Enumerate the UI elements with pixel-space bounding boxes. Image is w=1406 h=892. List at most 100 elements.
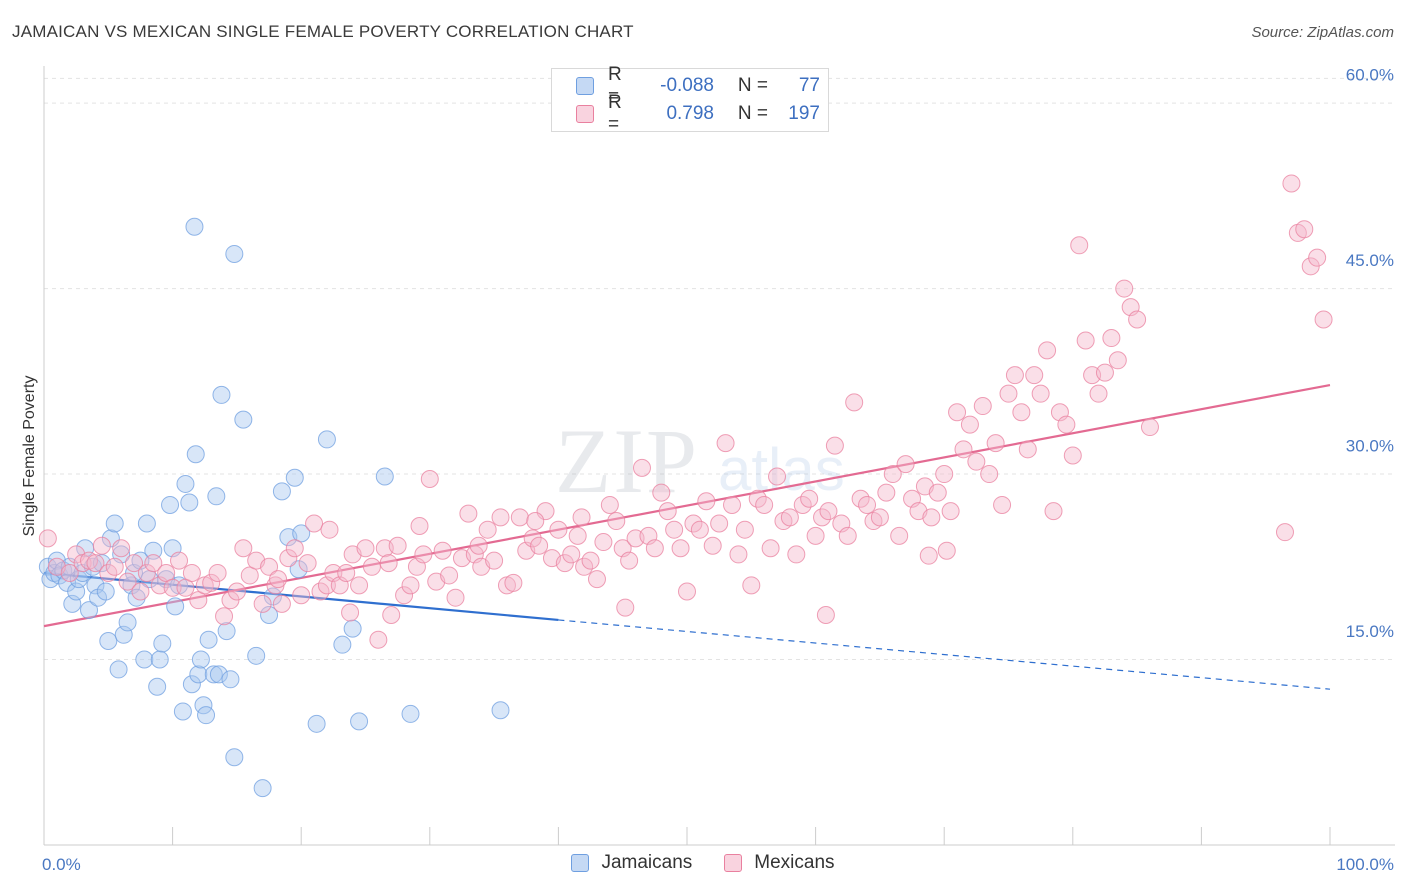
data-point bbox=[150, 650, 169, 669]
legend-r-label: R = bbox=[608, 64, 622, 107]
data-point bbox=[292, 524, 311, 543]
data-point bbox=[292, 586, 311, 605]
data-point bbox=[253, 594, 272, 613]
data-point bbox=[401, 704, 420, 723]
watermark-zip: ZIP bbox=[555, 410, 699, 512]
data-point bbox=[645, 539, 664, 558]
axes bbox=[43, 66, 1395, 846]
data-point bbox=[935, 465, 954, 484]
data-point bbox=[148, 677, 167, 696]
data-point bbox=[440, 566, 459, 585]
data-point bbox=[285, 539, 304, 558]
legend-n-value: 77 bbox=[798, 75, 820, 96]
data-point bbox=[870, 508, 889, 527]
data-point bbox=[279, 549, 298, 568]
data-point bbox=[161, 495, 180, 514]
data-point bbox=[896, 455, 915, 474]
data-point bbox=[96, 582, 115, 601]
data-point bbox=[806, 526, 825, 545]
data-point bbox=[568, 526, 587, 545]
data-point bbox=[948, 403, 967, 422]
data-point bbox=[530, 536, 549, 555]
data-point bbox=[157, 563, 176, 582]
data-point bbox=[1057, 415, 1076, 434]
legend-swatch-jamaicans bbox=[571, 854, 590, 872]
legend-item-mexicans[interactable]: Mexicans bbox=[724, 852, 835, 874]
legend-row-jamaicans: R = -0.088 N = 77 bbox=[552, 64, 820, 107]
data-point bbox=[269, 570, 288, 589]
data-point bbox=[819, 502, 838, 521]
data-point bbox=[189, 591, 208, 610]
data-point bbox=[1308, 248, 1327, 267]
data-point bbox=[356, 539, 375, 558]
data-point bbox=[703, 536, 722, 555]
data-point bbox=[1282, 174, 1301, 193]
data-point bbox=[298, 554, 317, 573]
data-point bbox=[967, 452, 986, 471]
data-point bbox=[858, 495, 877, 514]
data-point bbox=[761, 539, 780, 558]
trend-line-extension-jamaicans bbox=[558, 619, 1331, 690]
data-point bbox=[189, 665, 208, 684]
data-point bbox=[225, 244, 244, 263]
data-point bbox=[197, 706, 216, 725]
data-point bbox=[362, 557, 381, 576]
data-point bbox=[176, 474, 195, 493]
data-point bbox=[941, 502, 960, 521]
data-point bbox=[999, 384, 1018, 403]
legend-row-mexicans: R = 0.798 N = 197 bbox=[552, 92, 820, 135]
data-point bbox=[1314, 310, 1333, 329]
data-point bbox=[80, 601, 99, 620]
data-point bbox=[768, 467, 787, 486]
data-point bbox=[459, 504, 478, 523]
data-point bbox=[153, 634, 172, 653]
data-point bbox=[208, 563, 227, 582]
data-point bbox=[182, 675, 201, 694]
data-point bbox=[883, 465, 902, 484]
data-point bbox=[665, 520, 684, 539]
data-point bbox=[678, 582, 696, 601]
data-point bbox=[125, 554, 144, 573]
x-tick-label: 0.0% bbox=[42, 855, 81, 874]
data-point bbox=[1005, 366, 1024, 385]
data-point bbox=[671, 539, 690, 558]
legend-item-jamaicans[interactable]: Jamaicans bbox=[571, 852, 692, 874]
data-point bbox=[202, 573, 221, 592]
data-point bbox=[446, 588, 465, 607]
data-point bbox=[375, 467, 394, 486]
data-point bbox=[1025, 366, 1044, 385]
legend-swatch-mexicans bbox=[724, 854, 743, 872]
data-point bbox=[1095, 363, 1114, 382]
legend-r-value: -0.088 bbox=[660, 75, 714, 96]
data-point bbox=[420, 469, 439, 488]
data-point bbox=[729, 545, 748, 564]
data-point bbox=[433, 541, 452, 560]
data-point bbox=[401, 576, 420, 595]
data-point bbox=[787, 545, 806, 564]
data-point bbox=[305, 514, 324, 533]
data-point bbox=[173, 702, 192, 721]
data-point bbox=[954, 440, 973, 459]
legend-label-jamaicans: Jamaicans bbox=[601, 852, 693, 873]
data-point bbox=[109, 660, 128, 679]
data-point bbox=[137, 514, 156, 533]
data-point bbox=[272, 594, 291, 613]
data-point bbox=[209, 665, 228, 684]
data-point bbox=[562, 545, 581, 564]
data-point bbox=[600, 495, 619, 514]
data-point bbox=[199, 630, 218, 649]
data-point bbox=[607, 512, 626, 531]
data-point bbox=[263, 587, 282, 606]
data-point bbox=[890, 526, 909, 545]
data-point bbox=[341, 603, 360, 622]
source-label: Source: ZipAtlas.com bbox=[1251, 24, 1394, 41]
data-point bbox=[1089, 384, 1108, 403]
data-point bbox=[960, 415, 979, 434]
data-point bbox=[92, 536, 111, 555]
data-point bbox=[469, 536, 488, 555]
data-point bbox=[816, 606, 835, 625]
data-point bbox=[620, 551, 639, 570]
data-point bbox=[207, 487, 226, 506]
y-tick-label: 30.0% bbox=[1346, 437, 1394, 456]
data-point bbox=[1012, 403, 1031, 422]
